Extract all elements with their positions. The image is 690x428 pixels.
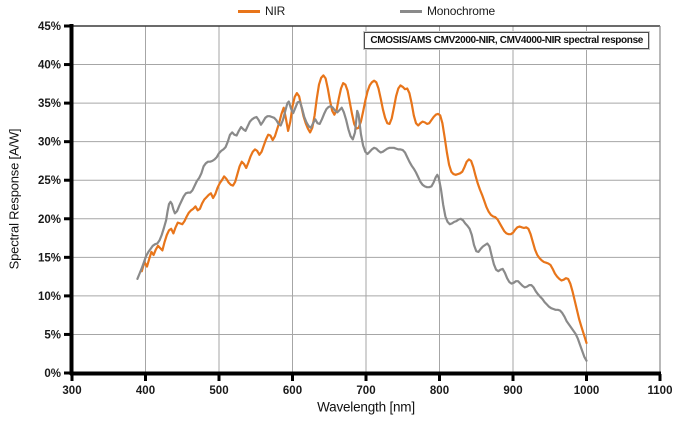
y-tick-label: 15%	[38, 252, 61, 264]
x-tick-label: 1000	[574, 385, 600, 397]
y-tick-label: 10%	[38, 291, 61, 303]
y-tick-label: 35%	[38, 98, 61, 110]
x-tick-label: 800	[430, 385, 449, 397]
x-tick-label: 300	[62, 385, 81, 397]
x-tick-label: 500	[209, 385, 228, 397]
y-tick-label: 45%	[38, 21, 61, 33]
x-tick-label: 600	[283, 385, 302, 397]
legend-label-nir: NIR	[265, 4, 286, 18]
series-line-nir	[140, 74, 588, 344]
legend-swatch-monochrome-icon	[400, 9, 422, 13]
x-axis-title: Wavelength [nm]	[317, 399, 415, 415]
series-line-monochrome	[136, 100, 588, 362]
y-axis-title: Spectral Response [A/W]	[6, 128, 22, 270]
x-tick-label: 900	[503, 385, 522, 397]
legend-item-nir: NIR	[238, 4, 285, 18]
x-tick-label: 700	[356, 385, 375, 397]
legend-swatch-nir-icon	[238, 9, 260, 13]
annotation-box: CMOSIS/AMS CMV2000-NIR, CMV4000-NIR spec…	[363, 31, 650, 50]
legend-item-monochrome: Monochrome	[400, 4, 495, 18]
y-tick-label: 20%	[38, 214, 61, 226]
legend-label-monochrome: Monochrome	[427, 4, 496, 18]
y-tick-label: 0%	[44, 368, 61, 380]
x-tick-label: 1100	[648, 385, 673, 397]
x-tick-label: 400	[136, 385, 155, 397]
y-tick-label: 5%	[44, 329, 61, 341]
y-tick-label: 40%	[38, 60, 61, 72]
y-tick-label: 25%	[38, 175, 61, 187]
y-tick-label: 30%	[38, 137, 61, 149]
